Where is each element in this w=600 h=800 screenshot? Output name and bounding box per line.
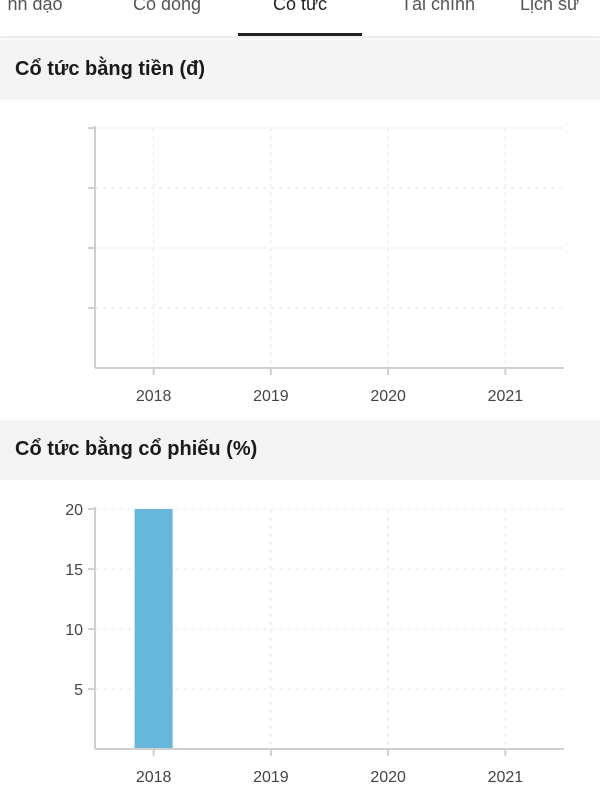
stock-dividend-title: Cổ tức bằng cổ phiếu (%) bbox=[15, 438, 258, 460]
stock-dividend-header: Cổ tức bằng cổ phiếu (%) bbox=[0, 420, 600, 480]
stock-dividend-chart: 5 10 15 20 2018 2019 2020 2021 bbox=[65, 502, 564, 786]
tab-leadership[interactable]: nh đạo bbox=[7, 0, 63, 14]
cash-dividend-header: Cổ tức bằng tiền (đ) bbox=[0, 40, 600, 100]
x-tick-label-2021: 2021 bbox=[488, 769, 524, 786]
y-tick-label: 20 bbox=[65, 502, 83, 519]
y-tick-label: 5 bbox=[74, 682, 83, 699]
x-tick-label-2020: 2020 bbox=[370, 769, 406, 786]
x-tick-label-2019: 2019 bbox=[253, 388, 289, 405]
active-tab-indicator bbox=[238, 33, 362, 36]
cash-dividend-chart: 2018 2019 2020 2021 bbox=[88, 126, 564, 405]
x-tick-label-2019: 2019 bbox=[253, 769, 289, 786]
x-tick-label-2018: 2018 bbox=[136, 388, 172, 405]
cash-dividend-title: Cổ tức bằng tiền (đ) bbox=[15, 58, 206, 80]
y-tick-label: 15 bbox=[65, 562, 83, 579]
y-tick-label: 10 bbox=[65, 622, 83, 639]
tab-history[interactable]: Lịch sử bbox=[520, 0, 580, 14]
tab-shareholders[interactable]: Cổ đông bbox=[132, 0, 202, 14]
tab-bar: nh đạo Cổ đông Cổ tức Tài chính Lịch sử bbox=[0, 0, 600, 36]
x-tick-label-2018: 2018 bbox=[136, 769, 172, 786]
tab-finance[interactable]: Tài chính bbox=[400, 0, 476, 14]
x-tick-label-2020: 2020 bbox=[370, 388, 406, 405]
tab-dividends[interactable]: Cổ tức bbox=[272, 0, 328, 14]
x-tick-label-2021: 2021 bbox=[488, 388, 524, 405]
bar-2018 bbox=[134, 509, 173, 749]
